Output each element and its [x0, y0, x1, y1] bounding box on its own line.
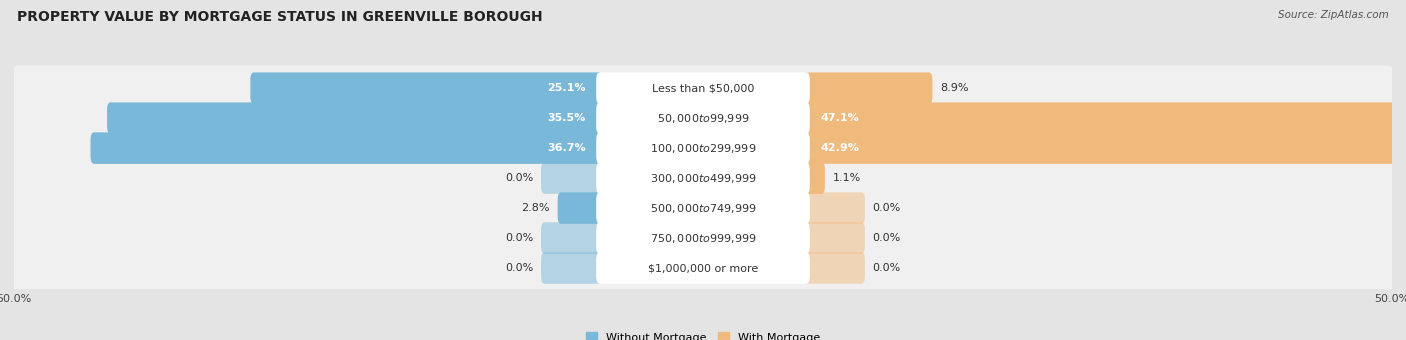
FancyBboxPatch shape [13, 125, 1393, 171]
FancyBboxPatch shape [13, 185, 1393, 231]
FancyBboxPatch shape [541, 163, 603, 194]
FancyBboxPatch shape [596, 252, 810, 284]
FancyBboxPatch shape [90, 132, 603, 164]
Text: $50,000 to $99,999: $50,000 to $99,999 [657, 112, 749, 125]
FancyBboxPatch shape [596, 132, 810, 164]
FancyBboxPatch shape [596, 222, 810, 254]
Text: 8.9%: 8.9% [941, 83, 969, 93]
FancyBboxPatch shape [803, 192, 865, 224]
Text: 0.0%: 0.0% [873, 203, 901, 213]
FancyBboxPatch shape [541, 222, 603, 254]
Text: 1.1%: 1.1% [832, 173, 860, 183]
FancyBboxPatch shape [596, 102, 810, 134]
Text: 0.0%: 0.0% [873, 233, 901, 243]
Text: $500,000 to $749,999: $500,000 to $749,999 [650, 202, 756, 215]
Text: $300,000 to $499,999: $300,000 to $499,999 [650, 172, 756, 185]
Text: 25.1%: 25.1% [547, 83, 586, 93]
Text: Less than $50,000: Less than $50,000 [652, 83, 754, 93]
FancyBboxPatch shape [803, 252, 865, 284]
Text: 47.1%: 47.1% [820, 113, 859, 123]
Text: 2.8%: 2.8% [522, 203, 550, 213]
Text: Source: ZipAtlas.com: Source: ZipAtlas.com [1278, 10, 1389, 20]
Text: 35.5%: 35.5% [547, 113, 586, 123]
Text: $100,000 to $299,999: $100,000 to $299,999 [650, 142, 756, 155]
FancyBboxPatch shape [13, 155, 1393, 201]
FancyBboxPatch shape [13, 66, 1393, 111]
Text: 0.0%: 0.0% [505, 173, 533, 183]
FancyBboxPatch shape [596, 192, 810, 224]
Text: PROPERTY VALUE BY MORTGAGE STATUS IN GREENVILLE BOROUGH: PROPERTY VALUE BY MORTGAGE STATUS IN GRE… [17, 10, 543, 24]
Legend: Without Mortgage, With Mortgage: Without Mortgage, With Mortgage [582, 328, 824, 340]
FancyBboxPatch shape [803, 163, 825, 194]
FancyBboxPatch shape [596, 163, 810, 194]
FancyBboxPatch shape [541, 252, 603, 284]
Text: 42.9%: 42.9% [820, 143, 859, 153]
FancyBboxPatch shape [596, 72, 810, 104]
Text: $1,000,000 or more: $1,000,000 or more [648, 263, 758, 273]
Text: 36.7%: 36.7% [547, 143, 586, 153]
FancyBboxPatch shape [13, 96, 1393, 141]
FancyBboxPatch shape [13, 216, 1393, 261]
FancyBboxPatch shape [803, 72, 932, 104]
Text: $750,000 to $999,999: $750,000 to $999,999 [650, 232, 756, 244]
FancyBboxPatch shape [803, 222, 865, 254]
Text: 0.0%: 0.0% [873, 263, 901, 273]
FancyBboxPatch shape [803, 132, 1400, 164]
Text: 0.0%: 0.0% [505, 263, 533, 273]
FancyBboxPatch shape [13, 245, 1393, 291]
FancyBboxPatch shape [107, 102, 603, 134]
Text: 0.0%: 0.0% [505, 233, 533, 243]
FancyBboxPatch shape [250, 72, 603, 104]
FancyBboxPatch shape [803, 102, 1406, 134]
FancyBboxPatch shape [558, 192, 603, 224]
